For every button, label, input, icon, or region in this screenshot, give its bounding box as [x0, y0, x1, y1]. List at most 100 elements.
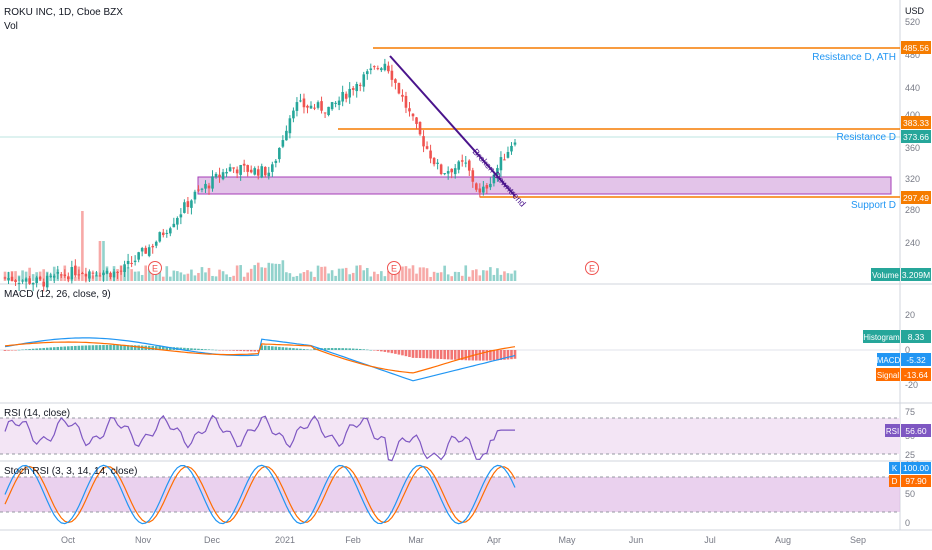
svg-text:MACD: MACD: [877, 356, 901, 365]
svg-text:56.60: 56.60: [905, 426, 927, 436]
candle-body: [355, 83, 359, 92]
candle-body: [154, 241, 158, 246]
svg-text:8.33: 8.33: [908, 332, 925, 342]
candle-body: [351, 88, 355, 90]
macd-hist-bar: [21, 349, 24, 351]
candle-body: [109, 272, 112, 278]
svg-text:297.49: 297.49: [903, 193, 929, 203]
macd-hist-bar: [362, 349, 366, 350]
support-zone[interactable]: [197, 176, 892, 195]
volume-bar: [102, 241, 105, 281]
macd-hist-bar: [390, 350, 394, 354]
macd-value-badge: MACD -5.32: [877, 353, 931, 366]
macd-hist-bar: [256, 350, 260, 352]
candle-body: [197, 189, 200, 191]
earnings-marker-1[interactable]: E: [148, 261, 162, 275]
volume-bar: [443, 265, 446, 281]
candle-body: [52, 275, 56, 278]
stoch-k-line: [4, 464, 516, 525]
time-tick: Nov: [135, 535, 152, 545]
candle-body: [432, 157, 436, 165]
macd-hist-bar: [330, 348, 334, 350]
candlesticks: [3, 58, 517, 292]
volume-bar: [464, 265, 468, 281]
candle-body: [348, 88, 351, 98]
macd-hist-bar: [482, 350, 485, 361]
candle-body: [288, 118, 292, 134]
stoch-title[interactable]: Stoch RSI (3, 3, 14, 14, close): [4, 466, 137, 477]
macd-hist-bar: [457, 350, 461, 360]
candle-body: [376, 68, 380, 70]
price-axis[interactable]: 520 480 440 400 360 320 280 240: [905, 17, 920, 248]
candle-body: [172, 223, 176, 228]
candle-body: [453, 168, 457, 175]
candle-body: [443, 173, 446, 175]
symbol-title[interactable]: ROKU INC, 1D, Cboe BZX: [4, 7, 123, 18]
macd-hist-bar: [77, 345, 81, 350]
time-tick: Sep: [850, 535, 866, 545]
macd-histogram: [3, 344, 517, 361]
macd-hist-bar: [299, 348, 302, 350]
time-tick: Feb: [345, 535, 361, 545]
downtrend-line[interactable]: [389, 55, 516, 197]
time-axis[interactable]: Oct Nov Dec 2021 Feb Mar Apr May Jun Jul…: [61, 535, 866, 545]
macd-hist-bar: [246, 350, 249, 352]
volume-bar: [404, 266, 408, 281]
volume-bar: [320, 266, 323, 281]
earnings-marker-3[interactable]: E: [585, 261, 599, 275]
volume-bar: [390, 272, 394, 281]
volume-bar: [169, 276, 172, 281]
macd-title[interactable]: MACD (12, 26, close, 9): [4, 289, 111, 300]
macd-hist-bar: [24, 349, 28, 350]
candle-body: [56, 272, 60, 274]
candle-body: [309, 105, 313, 109]
candle-body: [63, 274, 67, 277]
candle-body: [496, 168, 499, 176]
volume-bar: [362, 270, 366, 281]
macd-axis[interactable]: 20 0 -20: [905, 310, 918, 390]
volume-bar: [358, 265, 362, 281]
candle-body: [123, 264, 126, 273]
support-annotation: Support D: [851, 200, 896, 211]
macd-hist-bar: [225, 350, 228, 351]
macd-hist-bar: [376, 350, 380, 351]
time-tick: Mar: [408, 535, 424, 545]
volume-bar: [21, 270, 24, 281]
candle-body: [436, 162, 439, 164]
volume-bar: [249, 268, 253, 281]
macd-hist-bar: [59, 346, 63, 350]
macd-hist-bar: [475, 350, 478, 361]
volume-bar: [492, 274, 496, 281]
volume-bar: [496, 268, 499, 281]
macd-hist-bar: [119, 345, 123, 350]
macd-hist-bar: [302, 349, 306, 350]
svg-text:3.209M: 3.209M: [902, 270, 930, 280]
candle-body: [253, 168, 257, 175]
candle-body: [98, 275, 102, 277]
macd-hist-bar: [105, 344, 109, 350]
candle-body: [105, 270, 109, 274]
volume-bar: [232, 275, 235, 281]
macd-hist-bar: [425, 350, 429, 359]
candle-body: [457, 161, 461, 170]
volume-bar: [144, 265, 147, 281]
candle-body: [88, 271, 91, 279]
volume-bar: [158, 271, 162, 281]
macd-hist-bar: [478, 350, 482, 361]
svg-text:-5.32: -5.32: [906, 355, 926, 365]
macd-hist-bar: [42, 347, 45, 350]
rsi-title[interactable]: RSI (14, close): [4, 408, 70, 419]
volume-bar: [271, 263, 274, 281]
volume-bar: [200, 267, 204, 281]
volume-bar: [482, 270, 485, 281]
candle-body: [274, 160, 278, 163]
candle-body: [285, 130, 288, 141]
vol-title[interactable]: Vol: [4, 21, 18, 32]
earnings-marker-2[interactable]: E: [387, 261, 401, 275]
macd-hist-bar: [102, 345, 105, 350]
candle-body: [242, 163, 246, 166]
candle-body: [3, 277, 7, 279]
candle-body: [207, 185, 211, 189]
candle-body: [330, 102, 334, 110]
